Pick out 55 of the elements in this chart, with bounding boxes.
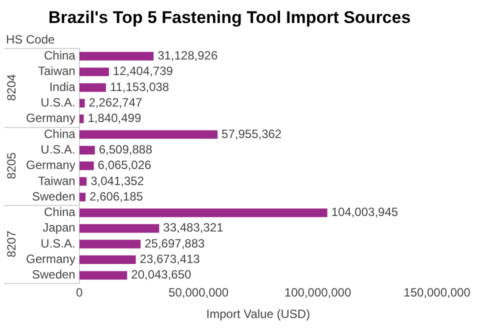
y-tick-label: Japan [42,220,76,235]
bar [79,52,154,61]
bar [79,98,85,108]
bar [79,83,106,92]
bar [79,224,160,233]
y-tick-label: China [44,48,76,63]
y-tick-label: Germany [26,158,76,172]
data-label: 11,153,038 [110,80,170,94]
bar [79,68,109,76]
text: 8204 [4,74,18,101]
y-tick-label: U.S.A. [40,236,76,250]
x-tick-label: 100,000,000 [284,286,352,300]
data-label: 33,483,321 [163,220,224,235]
x-axis-title: Import Value (USD) [206,307,310,322]
bar [79,130,218,139]
y-tick-label: India [49,80,76,94]
data-label: 23,673,413 [140,252,200,266]
data-label: 1,840,499 [88,111,142,126]
data-label: 6,509,888 [98,142,153,156]
data-label: 6,065,026 [98,158,152,172]
data-label: 12,404,739 [112,64,174,78]
bar [79,161,94,170]
y-axis-title: HS Code [6,32,56,47]
y-tick-label: Taiwan [38,64,76,78]
bar [79,114,84,124]
bar [79,240,141,248]
bar [79,146,95,154]
data-label: 25,697,883 [144,236,206,250]
bar [79,208,328,218]
data-label: 20,043,650 [131,268,192,282]
data-label: 31,128,926 [158,48,218,63]
y-tick-label: China [44,126,76,141]
bar [79,177,87,186]
data-label: 3,041,352 [90,174,144,188]
y-tick-label: Taiwan [38,174,76,188]
chart-title: Brazil's Top 5 Fastening Tool Import Sources [48,8,411,27]
bar [79,271,128,280]
bar [79,192,86,202]
data-label: 2,606,185 [90,189,144,204]
data-label: 104,003,945 [331,205,398,220]
x-tick-label: 50,000,000 [168,286,229,300]
y-tick-label: Sweden [32,189,76,204]
x-tick-label: 150,000,000 [404,286,471,300]
text: 8205 [4,152,18,180]
y-tick-label: U.S.A. [40,96,76,110]
x-tick-label: 0 [76,286,84,300]
y-tick-label: Germany [26,111,76,126]
y-tick-label: China [44,205,76,220]
bar [79,255,136,264]
data-label: 2,262,747 [88,96,142,110]
text: 8207 [4,230,18,258]
y-tick-label: U.S.A. [40,142,76,156]
y-tick-label: Germany [26,252,76,266]
y-tick-label: Sweden [32,268,76,282]
data-label: 57,955,362 [222,126,282,141]
